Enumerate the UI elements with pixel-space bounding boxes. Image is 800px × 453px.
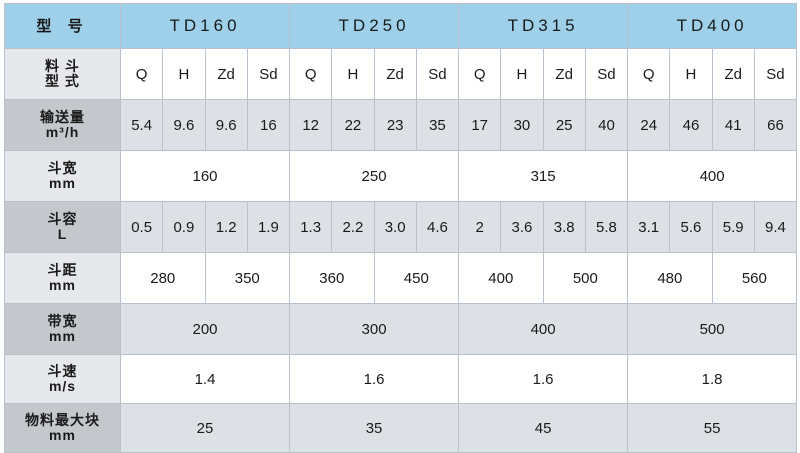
table-cell: 5.4	[119, 99, 164, 151]
table-cell: Sd	[246, 48, 291, 100]
table-cell: 1.6	[458, 354, 629, 404]
table-cell: 450	[373, 252, 460, 304]
table-cell: Zd	[373, 48, 417, 100]
model-td160: TD160	[119, 3, 291, 49]
capacity-row: 输送量 m³/h 5.4 9.6 9.6 16 12 22 23 35 17 30…	[4, 99, 798, 151]
table-cell: 3.6	[500, 201, 544, 253]
table-cell: 480	[627, 252, 713, 304]
table-cell: 12	[289, 99, 333, 151]
belt-width-label: 带宽 mm	[4, 303, 121, 355]
table-cell: 400	[458, 303, 629, 355]
table-cell: 3.1	[627, 201, 671, 253]
table-cell: Zd	[542, 48, 586, 100]
table-cell: 46	[669, 99, 713, 151]
bucket-width-label: 斗宽 mm	[4, 150, 121, 202]
table-cell: Zd	[204, 48, 248, 100]
spec-table: 型 号 TD160 TD250 TD315 TD400 料 斗型 式 Q H Z…	[4, 3, 798, 453]
bucket-speed-label: 斗速 m/s	[4, 354, 121, 404]
table-cell: 1.9	[246, 201, 291, 253]
table-cell: 41	[711, 99, 755, 151]
table-cell: 22	[331, 99, 375, 151]
table-cell: 400	[458, 252, 544, 304]
hopper-type-label: 料 斗型 式	[4, 48, 121, 100]
table-cell: 16	[246, 99, 291, 151]
max-lump-row: 物料最大块 mm 25 35 45 55	[4, 403, 798, 453]
table-cell: Q	[289, 48, 333, 100]
table-cell: Zd	[711, 48, 755, 100]
max-lump-label: 物料最大块 mm	[4, 403, 121, 453]
table-cell: 5.9	[711, 201, 755, 253]
table-cell: 500	[542, 252, 629, 304]
table-cell: 24	[627, 99, 671, 151]
table-cell: H	[500, 48, 544, 100]
table-cell: 360	[289, 252, 375, 304]
table-cell: 25	[119, 403, 291, 453]
table-cell: 30	[500, 99, 544, 151]
bucket-width-row: 斗宽 mm 160 250 315 400	[4, 150, 798, 202]
table-cell: 560	[711, 252, 798, 304]
table-cell: 40	[584, 99, 629, 151]
table-cell: H	[669, 48, 713, 100]
header-row: 型 号 TD160 TD250 TD315 TD400	[4, 3, 798, 49]
table-cell: 300	[289, 303, 460, 355]
model-td315: TD315	[458, 3, 629, 49]
table-cell: 9.6	[204, 99, 248, 151]
table-cell: 1.6	[289, 354, 460, 404]
table-cell: H	[162, 48, 206, 100]
table-cell: Sd	[415, 48, 460, 100]
table-cell: 25	[542, 99, 586, 151]
bucket-pitch-row: 斗距 mm 280 350 360 450 400 500 480 560	[4, 252, 798, 304]
capacity-label: 输送量 m³/h	[4, 99, 121, 151]
bucket-pitch-label: 斗距 mm	[4, 252, 121, 304]
table-cell: 4.6	[415, 201, 460, 253]
table-cell: Q	[119, 48, 164, 100]
table-cell: Sd	[584, 48, 629, 100]
bucket-volume-label: 斗容 L	[4, 201, 121, 253]
belt-width-row: 带宽 mm 200 300 400 500	[4, 303, 798, 355]
table-cell: 3.8	[542, 201, 586, 253]
table-cell: 250	[289, 150, 460, 202]
table-cell: 2	[458, 201, 502, 253]
table-cell: 9.6	[162, 99, 206, 151]
table-cell: H	[331, 48, 375, 100]
table-cell: 5.6	[669, 201, 713, 253]
table-cell: 2.2	[331, 201, 375, 253]
table-cell: 500	[627, 303, 798, 355]
table-cell: 350	[204, 252, 291, 304]
table-cell: 1.8	[627, 354, 798, 404]
table-cell: 160	[119, 150, 291, 202]
table-cell: 5.8	[584, 201, 629, 253]
table-cell: 280	[120, 252, 206, 304]
hopper-type-row: 料 斗型 式 Q H Zd Sd Q H Zd Sd Q H Zd Sd Q H…	[4, 48, 798, 100]
bucket-volume-row: 斗容 L 0.5 0.9 1.2 1.9 1.3 2.2 3.0 4.6 2 3.…	[4, 201, 798, 253]
table-cell: 400	[627, 150, 798, 202]
table-cell: 55	[627, 403, 798, 453]
table-cell: 315	[458, 150, 629, 202]
table-cell: 9.4	[753, 201, 798, 253]
model-td400: TD400	[627, 3, 798, 49]
table-cell: 1.2	[204, 201, 248, 253]
model-td250: TD250	[289, 3, 460, 49]
bucket-speed-row: 斗速 m/s 1.4 1.6 1.6 1.8	[4, 354, 798, 404]
table-cell: 35	[289, 403, 460, 453]
table-cell: Q	[627, 48, 671, 100]
table-cell: Sd	[753, 48, 798, 100]
table-cell: 35	[415, 99, 460, 151]
table-cell: 1.4	[119, 354, 291, 404]
table-cell: Q	[458, 48, 502, 100]
table-cell: 23	[373, 99, 417, 151]
table-cell: 0.9	[162, 201, 206, 253]
table-cell: 0.5	[119, 201, 164, 253]
table-cell: 17	[458, 99, 502, 151]
type-label: 型 号	[4, 3, 121, 49]
table-cell: 3.0	[373, 201, 417, 253]
table-cell: 66	[753, 99, 798, 151]
table-cell: 1.3	[289, 201, 333, 253]
table-cell: 200	[119, 303, 291, 355]
table-cell: 45	[458, 403, 629, 453]
